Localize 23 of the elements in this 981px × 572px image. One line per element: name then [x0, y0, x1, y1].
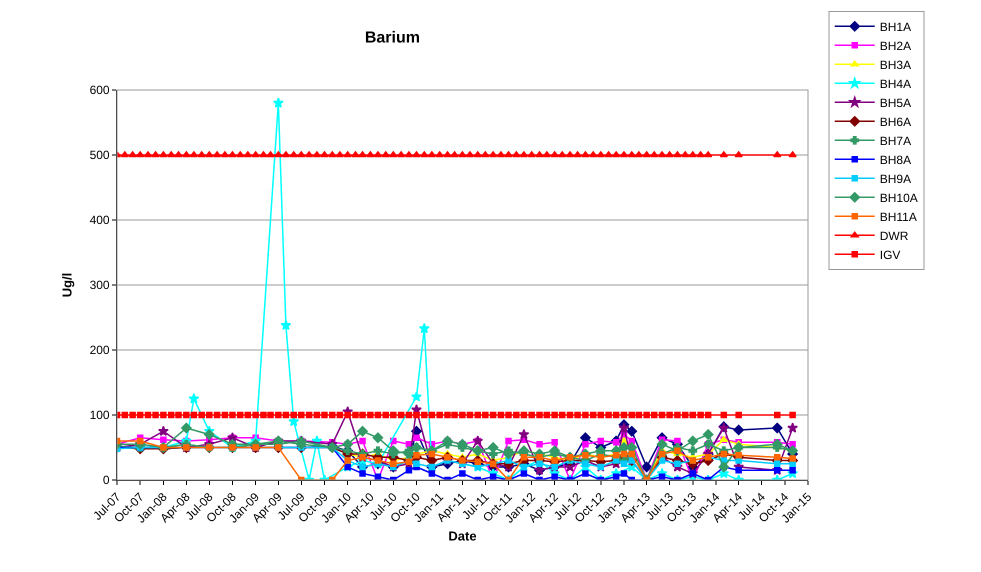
legend-label: BH1A	[880, 20, 912, 34]
y-tick-label: 600	[90, 83, 110, 98]
chart-title: Barium	[364, 30, 420, 47]
legend-label: IGV	[880, 248, 900, 262]
legend-label: BH8A	[880, 152, 912, 167]
y-tick-label: 400	[90, 213, 110, 228]
legend-label: BH11A	[880, 210, 917, 224]
legend-label: BH7A	[880, 134, 912, 148]
y-tick-label: 500	[90, 148, 110, 162]
y-tick-label: 100	[90, 408, 110, 422]
y-tick-label: 300	[90, 278, 110, 292]
legend-label: BH10A	[880, 190, 918, 205]
y-tick-label: 200	[90, 343, 110, 358]
legend-label: BH6A	[880, 114, 912, 129]
y-axis-title: Ug/l	[60, 272, 75, 298]
legend-label: DWR	[880, 228, 909, 243]
x-axis-title: Date	[448, 528, 477, 544]
legend-label: BH5A	[880, 96, 912, 110]
y-tick-label: 0	[102, 473, 110, 488]
legend-label: BH9A	[880, 172, 912, 186]
legend-label: BH3A	[880, 58, 912, 72]
legend-label: BH2A	[880, 38, 912, 53]
legend-label: BH4A	[880, 76, 912, 91]
